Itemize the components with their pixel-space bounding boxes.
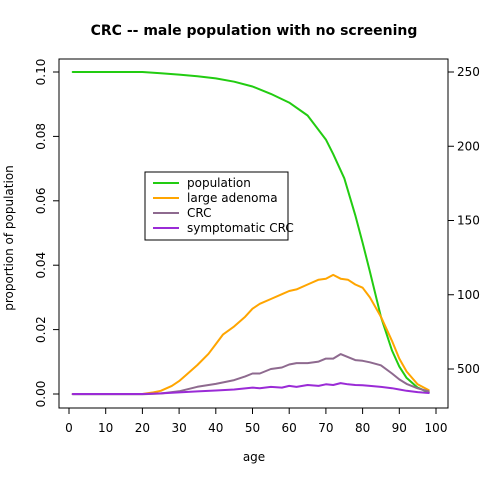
y-axis-label: proportion of population: [2, 165, 16, 311]
x-tick-label: 20: [135, 421, 150, 435]
y-tick-label: 0.04: [34, 252, 48, 279]
legend-label-population: population: [187, 176, 251, 190]
series-line-population: [71, 71, 430, 394]
x-tick-label: 60: [282, 421, 297, 435]
legend-label-crc: CRC: [187, 206, 212, 220]
y2-tick-label: 5000: [457, 362, 480, 376]
x-tick-label: 0: [65, 421, 73, 435]
x-tick-label: 30: [171, 421, 186, 435]
y-tick-label: 0.08: [34, 123, 48, 150]
legend-label-symptomatic-crc: symptomatic CRC: [187, 221, 294, 235]
y-tick-label: 0.02: [34, 316, 48, 343]
y2-tick-label: 20000: [457, 139, 480, 153]
y2-tick-label: 15000: [457, 214, 480, 228]
y-axis-left: 0.00 0.02 0.04 0.06 0.08 0.10: [34, 59, 59, 408]
x-tick-label: 70: [318, 421, 333, 435]
x-tick-label: 50: [245, 421, 260, 435]
legend-label-large-adenoma: large adenoma: [187, 191, 278, 205]
x-tick-label: 90: [392, 421, 407, 435]
x-axis-label: age: [243, 450, 265, 464]
chart-title: CRC -- male population with no screening: [91, 23, 418, 39]
x-tick-label: 80: [355, 421, 370, 435]
x-axis: 0 10 20 30 40 50 60 70 80 90 100: [65, 408, 447, 435]
x-tick-label: 100: [425, 421, 448, 435]
y2-tick-label: 10000: [457, 288, 480, 302]
x-tick-label: 10: [98, 421, 113, 435]
series-layer: [71, 71, 430, 396]
y-axis-right: 5000 10000 15000 20000 25000: [448, 65, 480, 376]
y-tick-label: 0.10: [34, 59, 48, 86]
series-line-symptomatic-crc: [71, 382, 430, 395]
x-tick-label: 40: [208, 421, 223, 435]
series-line-crc: [71, 353, 430, 396]
plot-frame: [58, 58, 449, 409]
series-line-large-adenoma: [71, 273, 430, 395]
y-tick-label: 0.00: [34, 381, 48, 408]
y-tick-label: 0.06: [34, 187, 48, 214]
y2-tick-label: 25000: [457, 65, 480, 79]
